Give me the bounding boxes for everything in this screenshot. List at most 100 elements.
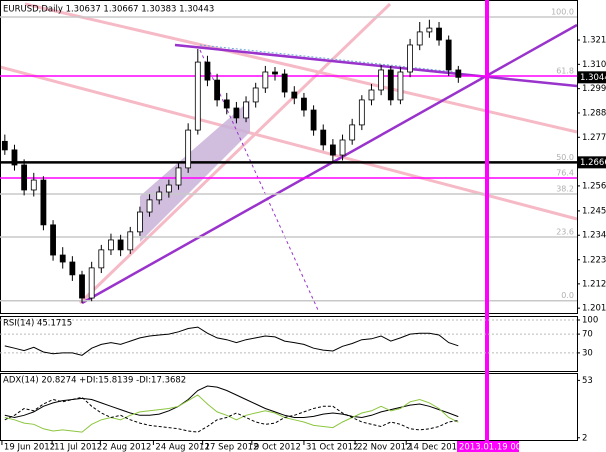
candle-body [127, 231, 134, 251]
panel-title: EURUSD,Daily 1.30637 1.30667 1.30383 1.3… [3, 5, 214, 15]
y-tick-label: 1.32100 [582, 36, 606, 46]
y-tick-label: 1.23430 [582, 231, 606, 241]
panel-title: RSI(14) 45.1715 [3, 319, 72, 329]
candle-body [30, 179, 37, 191]
candle-body [416, 31, 423, 46]
level-label: 100.0 [551, 8, 574, 17]
x-tick-label: 9 Oct 2012 [254, 443, 301, 452]
candle-body [214, 79, 220, 101]
candle-body [40, 179, 47, 226]
x-tick-label: 17 Sep 2012 [205, 443, 259, 452]
drawings [0, 2, 578, 311]
candle-body [69, 261, 76, 276]
price-box [578, 71, 606, 84]
trend-line [174, 43, 578, 88]
candle-body [243, 101, 249, 119]
candle-body [175, 167, 182, 186]
candle-body [310, 109, 317, 131]
candle-body [59, 254, 66, 263]
time-box [457, 441, 519, 452]
candle-body [117, 239, 124, 251]
candle-body [455, 69, 462, 78]
candle-body [436, 27, 442, 41]
trend-line [81, 23, 578, 305]
x-tick-label: 2 Aug 2012 [102, 443, 151, 452]
candle-body [223, 99, 230, 109]
y-tick-label: 70 [582, 330, 593, 340]
price-box-label: 1.26667 [580, 158, 606, 168]
candle-body [156, 191, 163, 201]
candle-body [137, 211, 143, 233]
x-tick-label: 11 Jul 2012 [54, 443, 102, 452]
level-label: 38.2 [556, 185, 574, 194]
candle-body [233, 107, 240, 119]
series-line [4, 326, 459, 356]
trend-line [78, 2, 392, 305]
candle-body [272, 71, 278, 75]
candle-body [262, 71, 269, 89]
candle-body [291, 91, 298, 99]
candle-body [426, 27, 433, 33]
y-tick-label: 1.31020 [582, 60, 606, 70]
candle-body [204, 61, 211, 81]
y-tick-label: 1.22340 [582, 255, 606, 265]
panel-title: ADX(14) 20.8274 +DI:15.8139 -DI:17.3682 [3, 376, 186, 386]
candle-body [445, 39, 452, 71]
candle-body [108, 239, 114, 251]
y-tick-label: 1.21270 [582, 279, 606, 289]
x-tick-label: 31 Oct 2012 [306, 443, 359, 452]
series-line [4, 385, 459, 419]
candle-body [1, 140, 8, 151]
y-tick-label: 1.29940 [582, 84, 606, 94]
level-label: 61.8 [556, 67, 574, 76]
level-label: 23.6 [556, 228, 574, 237]
candle-body [349, 124, 356, 141]
y-tick-label: 53 [582, 376, 593, 386]
series-line [4, 396, 459, 433]
candle-body [397, 71, 404, 101]
candle-body [185, 129, 192, 169]
candle-body [98, 249, 105, 269]
series-line [4, 394, 459, 433]
candle-body [88, 267, 95, 299]
y-tick-label: 100 [582, 316, 598, 326]
candle-body [339, 139, 346, 156]
y-tick-label: 1.24510 [582, 206, 606, 216]
panel-frames [0, 0, 578, 441]
candle-body [165, 184, 172, 193]
candle-body [252, 87, 259, 103]
candle-body [329, 144, 336, 156]
candle-body [146, 199, 153, 213]
x-tick-label: 14 Dec 2012 [408, 443, 462, 452]
level-label: 0.0 [561, 291, 574, 300]
y-tick-label: 1.28860 [582, 108, 606, 118]
candle-body [378, 69, 385, 91]
candle-body [387, 69, 394, 101]
x-tick-label: 24 Aug 2012 [155, 443, 209, 452]
candle-body [368, 89, 375, 101]
candle-body [407, 44, 413, 73]
price-box [578, 156, 606, 169]
rsi-panel [0, 316, 578, 372]
y-tick-label: 1.20190 [582, 304, 606, 314]
candle-body [281, 73, 288, 93]
x-tick-label: 19 Jun 2012 [4, 443, 55, 452]
time-box-label: 2013.01.19 00:00 [459, 443, 535, 452]
candle-body [194, 61, 201, 131]
candle-body [358, 99, 365, 126]
level-label: 76.4 [556, 169, 574, 178]
y-tick-label: 30 [582, 348, 593, 358]
price-box-label: 1.30443 [580, 73, 606, 83]
candle-body [301, 97, 307, 111]
adx-panel [0, 373, 578, 441]
candle-body [79, 274, 85, 299]
candle-body [320, 129, 327, 146]
price-panel [0, 0, 578, 314]
level-label: 50.0 [556, 153, 574, 162]
y-tick-label: 1.27780 [582, 133, 606, 143]
x-tick-label: 22 Nov 2012 [357, 443, 411, 452]
y-tick-label: 1.25620 [582, 181, 606, 191]
y-tick-label: 2 [582, 433, 587, 443]
candle-body [50, 224, 56, 256]
